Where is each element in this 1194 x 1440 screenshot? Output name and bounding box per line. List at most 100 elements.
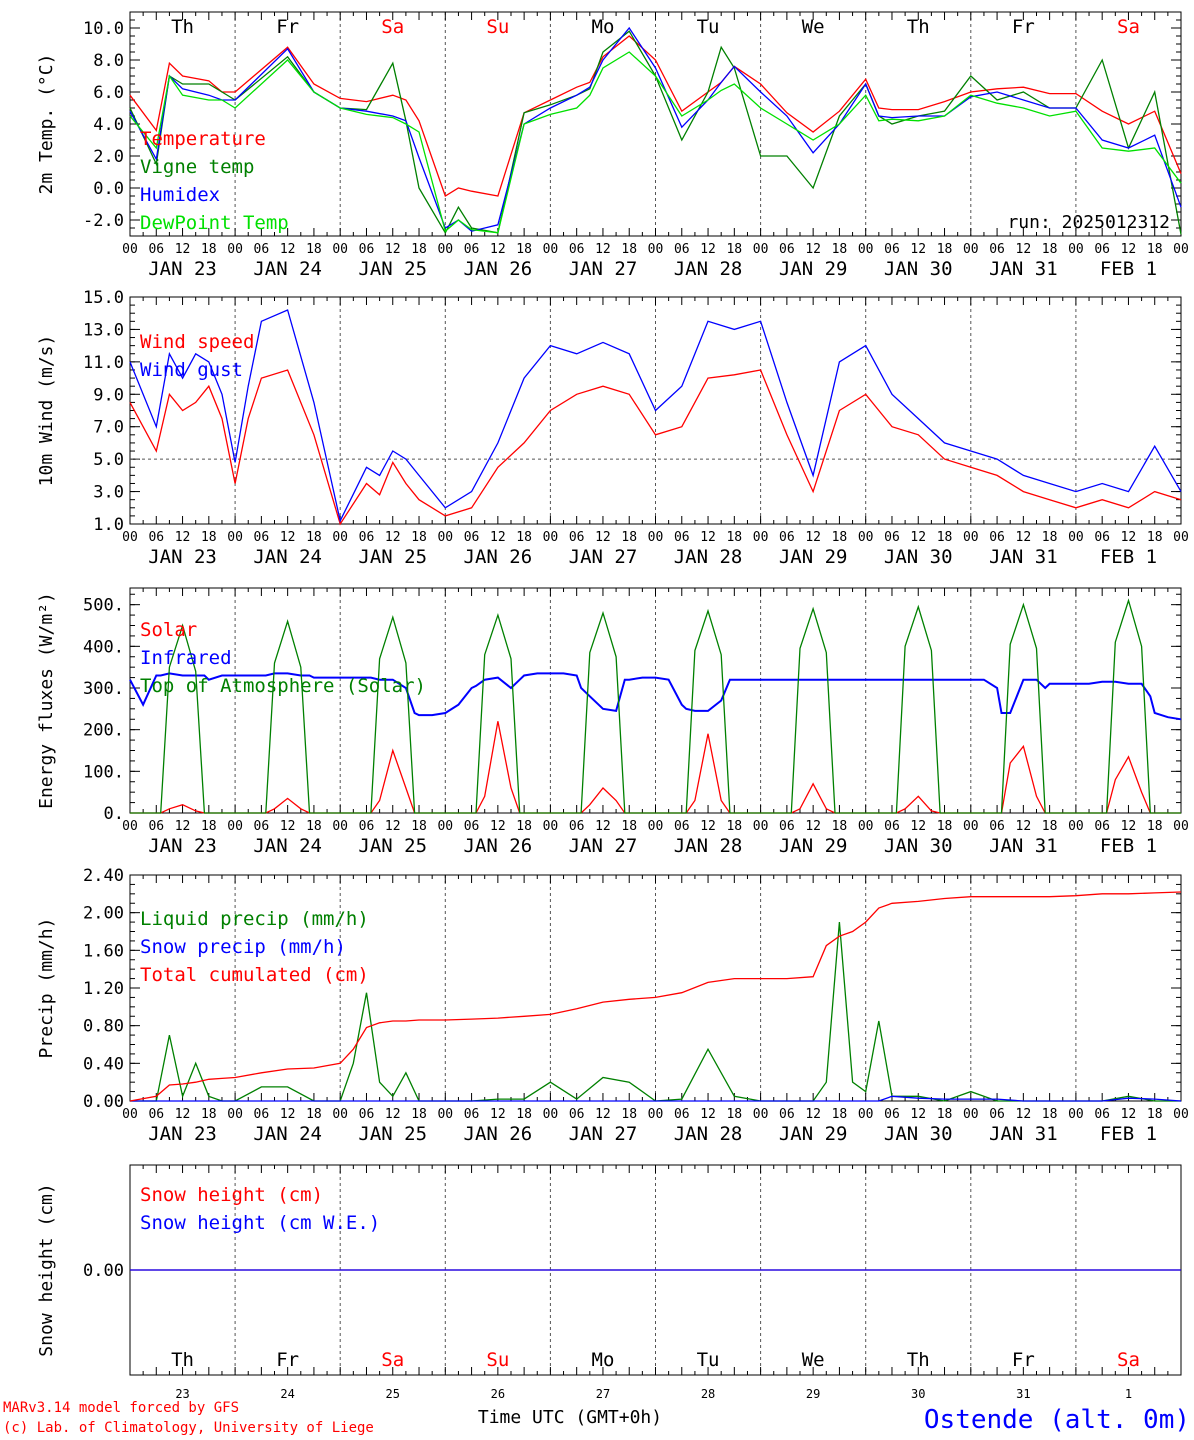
date-label: JAN 29 — [779, 835, 848, 857]
date-label: JAN 24 — [253, 1123, 322, 1145]
hour-tick-label: 18 — [306, 530, 322, 545]
series-line-top-of-atmosphere-solar- — [130, 598, 1181, 814]
hour-tick-label: 18 — [832, 819, 848, 834]
hour-tick-label: 06 — [254, 530, 270, 545]
date-label: JAN 31 — [989, 546, 1058, 568]
hour-tick-label: 00 — [963, 819, 979, 834]
hour-tick-label: 12 — [700, 530, 716, 545]
y-tick-label: -2.0 — [83, 211, 124, 231]
legend-entry: Total cumulated (cm) — [140, 964, 369, 986]
hour-tick-label: 18 — [832, 1107, 848, 1122]
date-label: JAN 28 — [674, 258, 743, 280]
hour-tick-label: 00 — [227, 1107, 243, 1122]
y-axis-label: Precip (mm/h) — [36, 918, 57, 1059]
hour-tick-label: 12 — [805, 1107, 821, 1122]
legend-entry: Temperature — [140, 128, 266, 150]
hour-tick-label: 00 — [122, 242, 138, 257]
hour-tick-label: 00 — [1068, 530, 1084, 545]
hour-tick-label: 18 — [1042, 242, 1058, 257]
day-name-label: Th — [171, 1349, 194, 1371]
y-tick-label: 0.40 — [83, 1054, 124, 1074]
hour-tick-label: 18 — [726, 242, 742, 257]
date-label: JAN 24 — [253, 835, 322, 857]
legend-entry: Infrared — [140, 647, 232, 669]
day-name-label: Fr — [276, 1349, 299, 1371]
hour-tick-label: 00 — [1068, 242, 1084, 257]
day-name-label: Sa — [381, 1349, 404, 1371]
day-number-label: 29 — [806, 1387, 820, 1401]
hour-tick-label: 00 — [648, 819, 664, 834]
hour-tick-label: 12 — [385, 242, 401, 257]
hour-tick-label: 12 — [700, 1107, 716, 1122]
hour-tick-label: 00 — [437, 242, 453, 257]
series-line-snow-precip-mm-h- — [130, 1095, 1182, 1102]
date-label: JAN 25 — [358, 258, 427, 280]
credit-line-1: MARv3.14 model forced by GFS — [3, 1400, 239, 1416]
hour-tick-label: 12 — [385, 530, 401, 545]
hour-tick-label: 12 — [805, 242, 821, 257]
hour-tick-label: 06 — [148, 1107, 164, 1122]
day-name-label: We — [802, 1349, 825, 1371]
hour-tick-label: 06 — [1094, 1107, 1110, 1122]
legend-entry: Wind speed — [140, 331, 254, 353]
hour-tick-label: 00 — [227, 242, 243, 257]
hour-tick-label: 00 — [543, 1107, 559, 1122]
hour-tick-label: 06 — [464, 530, 480, 545]
y-tick-label: 1.20 — [83, 979, 124, 999]
hour-tick-label: 00 — [332, 1107, 348, 1122]
date-label: JAN 30 — [884, 1123, 953, 1145]
hour-tick-label: 06 — [779, 1107, 795, 1122]
plot-frame — [129, 11, 1182, 237]
day-name-label: Tu — [697, 16, 720, 38]
hour-tick-label: 00 — [332, 819, 348, 834]
x-axis-label: Time UTC (GMT+0h) — [478, 1407, 662, 1428]
day-number-label: 27 — [596, 1387, 610, 1401]
hour-tick-label: 00 — [753, 819, 769, 834]
hour-tick-label: 06 — [1094, 242, 1110, 257]
day-name-label: Su — [486, 1349, 509, 1371]
hour-tick-label: 12 — [490, 1107, 506, 1122]
hour-tick-label: 18 — [411, 242, 427, 257]
hour-tick-label: 06 — [254, 819, 270, 834]
day-number-label: 31 — [1016, 1387, 1030, 1401]
day-name-label: Th — [171, 16, 194, 38]
date-label: JAN 28 — [674, 835, 743, 857]
hour-tick-label: 18 — [516, 1107, 532, 1122]
hour-tick-label: 12 — [910, 530, 926, 545]
hour-tick-label: 00 — [437, 1107, 453, 1122]
date-label: FEB 1 — [1100, 1123, 1157, 1145]
y-tick-label: 13.0 — [83, 320, 124, 340]
date-label: JAN 27 — [569, 835, 638, 857]
hour-tick-label: 12 — [1121, 819, 1137, 834]
hour-tick-label: 06 — [989, 819, 1005, 834]
hour-tick-label: 12 — [280, 242, 296, 257]
hour-tick-label: 12 — [595, 819, 611, 834]
hour-tick-label: 00 — [543, 530, 559, 545]
hour-tick-label: 06 — [884, 819, 900, 834]
hour-tick-label: 00 — [858, 1107, 874, 1122]
hour-tick-label: 00 — [1173, 1107, 1189, 1122]
hour-tick-label: 06 — [884, 1107, 900, 1122]
hour-tick-label: 06 — [674, 819, 690, 834]
hour-tick-label: 00 — [648, 530, 664, 545]
hour-tick-label: 06 — [254, 242, 270, 257]
hour-tick-label: 18 — [1147, 819, 1163, 834]
hour-tick-label: 12 — [175, 1107, 191, 1122]
hour-tick-label: 18 — [411, 530, 427, 545]
hour-tick-label: 18 — [937, 1107, 953, 1122]
y-tick-label: 0.0 — [93, 179, 124, 199]
hour-tick-label: 06 — [569, 819, 585, 834]
y-tick-label: 1.60 — [83, 941, 124, 961]
y-tick-label: 2.40 — [83, 866, 124, 886]
series-line-dewpoint-temp — [129, 51, 1182, 234]
y-tick-label: 15.0 — [83, 288, 124, 308]
hour-tick-label: 06 — [989, 242, 1005, 257]
hour-tick-label: 06 — [148, 819, 164, 834]
hour-tick-label: 18 — [937, 819, 953, 834]
hour-tick-label: 06 — [779, 819, 795, 834]
day-name-label: Fr — [276, 16, 299, 38]
hour-tick-label: 00 — [227, 819, 243, 834]
day-number-label: 25 — [386, 1387, 400, 1401]
day-name-label: Fr — [1012, 1349, 1035, 1371]
hour-tick-label: 18 — [726, 1107, 742, 1122]
